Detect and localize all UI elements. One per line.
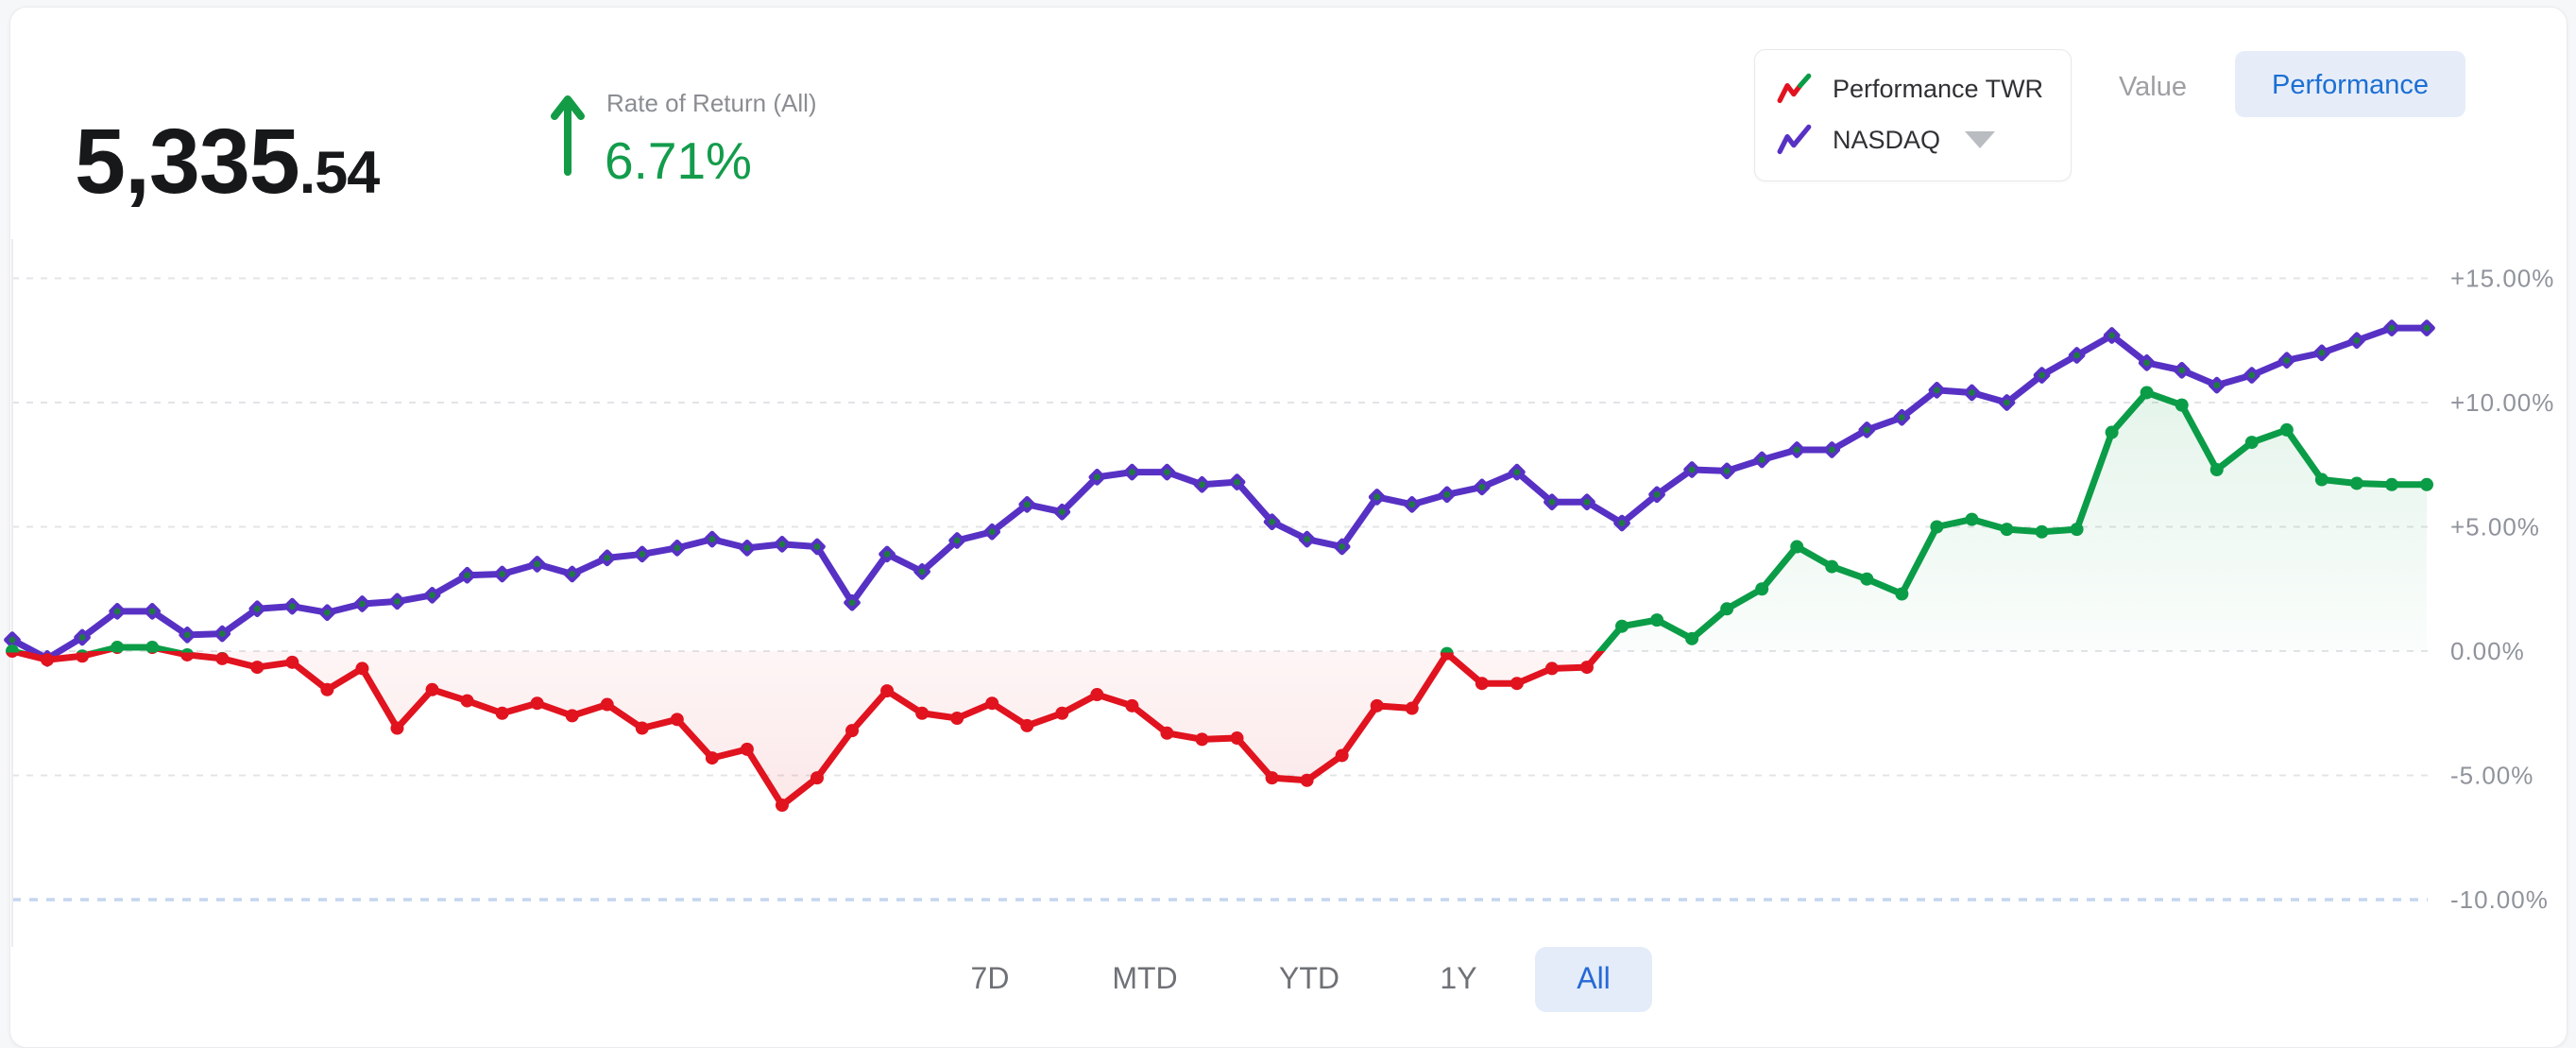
y-axis-tick-label: 0.00% — [2450, 637, 2525, 665]
account-value-decimal: .54 — [299, 140, 381, 206]
value-toggle-button[interactable]: Value — [2101, 62, 2205, 110]
account-value: 5,335.54 — [75, 115, 381, 207]
tab-all[interactable]: All — [1535, 947, 1652, 1012]
performance-chart-canvas[interactable]: +15.00% +10.00% +5.00% 0.00% -5.00% -10.00% — [0, 236, 2576, 977]
y-axis-tick-label: +15.00% — [2450, 265, 2554, 293]
performance-toggle-button[interactable]: Performance — [2235, 51, 2465, 117]
legend-item-nasdaq[interactable]: NASDAQ — [1776, 114, 2071, 165]
y-axis-tick-label: +5.00% — [2450, 513, 2540, 541]
trend-line-red-green-icon — [1777, 73, 1812, 104]
legend-label-nasdaq: NASDAQ — [1833, 125, 1941, 154]
portfolio-performance-page: { "header": { "balance_main": "5,335", "… — [0, 7, 2576, 1048]
chevron-down-icon[interactable] — [1965, 131, 1996, 148]
y-axis-tick-label: -5.00% — [2450, 762, 2533, 790]
y-axis-tick-label: -10.00% — [2450, 885, 2549, 914]
legend-item-performance-twr: Performance TWR — [1776, 63, 2071, 114]
time-range-tabs: 7D MTD YTD 1Y All — [969, 947, 1652, 1012]
legend-label-performance-twr: Performance TWR — [1833, 74, 2044, 103]
up-arrow-icon — [551, 95, 585, 176]
rate-of-return-label: Rate of Return (All) — [606, 89, 817, 117]
rate-of-return-value: 6.71% — [605, 131, 752, 190]
chart-legend: Performance TWR NASDAQ — [1754, 49, 2072, 181]
tab-ytd[interactable]: YTD — [1279, 947, 1339, 1012]
trend-line-purple-icon — [1777, 124, 1812, 155]
y-axis-tick-label: +10.00% — [2450, 388, 2554, 417]
account-value-main: 5,335 — [75, 110, 300, 213]
tab-mtd[interactable]: MTD — [1112, 947, 1178, 1012]
tab-1y[interactable]: 1Y — [1440, 947, 1477, 1012]
tab-7d[interactable]: 7D — [969, 947, 1011, 1012]
